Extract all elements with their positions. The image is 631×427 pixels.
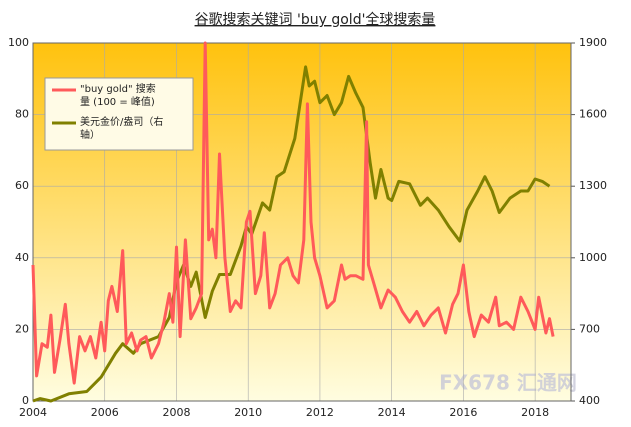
plot-border	[32, 42, 572, 402]
legend: "buy gold" 搜索量 (100 = 峰值) 美元金价/盎司（右轴）	[44, 77, 194, 151]
y2-tick-label: 700	[579, 322, 600, 335]
x-tick-label: 2018	[521, 406, 549, 419]
x-tick-label: 2010	[234, 406, 262, 419]
y-tick-label: 0	[22, 394, 29, 407]
x-tick-label: 2008	[162, 406, 190, 419]
y2-tick-label: 1300	[579, 179, 607, 192]
x-tick-label: 2004	[19, 406, 47, 419]
legend-label: 美元金价/盎司（右轴）	[80, 117, 164, 141]
legend-entry: 美元金价/盎司（右轴）	[80, 117, 164, 141]
x-tick-label: 2012	[306, 406, 334, 419]
series-line	[31, 41, 555, 385]
x-tick-label: 2016	[449, 406, 477, 419]
y2-tick-label: 1000	[579, 251, 607, 264]
y-tick-label: 60	[15, 179, 29, 192]
y2-tick-label: 400	[579, 394, 600, 407]
legend-label: "buy gold" 搜索量 (100 = 峰值)	[80, 84, 156, 108]
y-tick-label: 100	[8, 36, 29, 49]
x-tick-label: 2014	[378, 406, 406, 419]
y2-tick-label: 1600	[579, 108, 607, 121]
y-tick-label: 40	[15, 251, 29, 264]
y2-tick-label: 1900	[579, 36, 607, 49]
series-line	[32, 65, 551, 403]
watermark: FX678 汇通网	[439, 371, 577, 395]
legend-entry: "buy gold" 搜索量 (100 = 峰值)	[80, 84, 156, 108]
y-tick-label: 80	[15, 108, 29, 121]
y-tick-label: 20	[15, 322, 29, 335]
x-tick-label: 2006	[91, 406, 119, 419]
chart-title: 谷歌搜索关键词 'buy gold'全球搜索量	[195, 11, 436, 28]
